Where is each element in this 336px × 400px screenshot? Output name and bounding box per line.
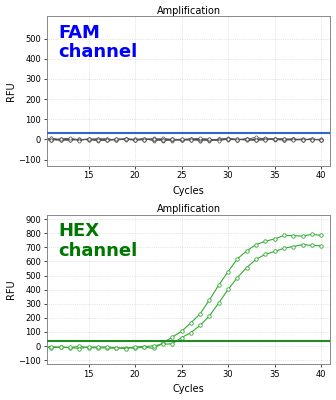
X-axis label: Cycles: Cycles [173,186,204,196]
Text: FAM
channel: FAM channel [58,24,137,61]
X-axis label: Cycles: Cycles [173,384,204,394]
Title: Amplification: Amplification [157,6,221,16]
Text: HEX
channel: HEX channel [58,222,137,260]
Title: Amplification: Amplification [157,204,221,214]
Y-axis label: RFU: RFU [6,81,15,101]
Y-axis label: RFU: RFU [6,280,15,300]
